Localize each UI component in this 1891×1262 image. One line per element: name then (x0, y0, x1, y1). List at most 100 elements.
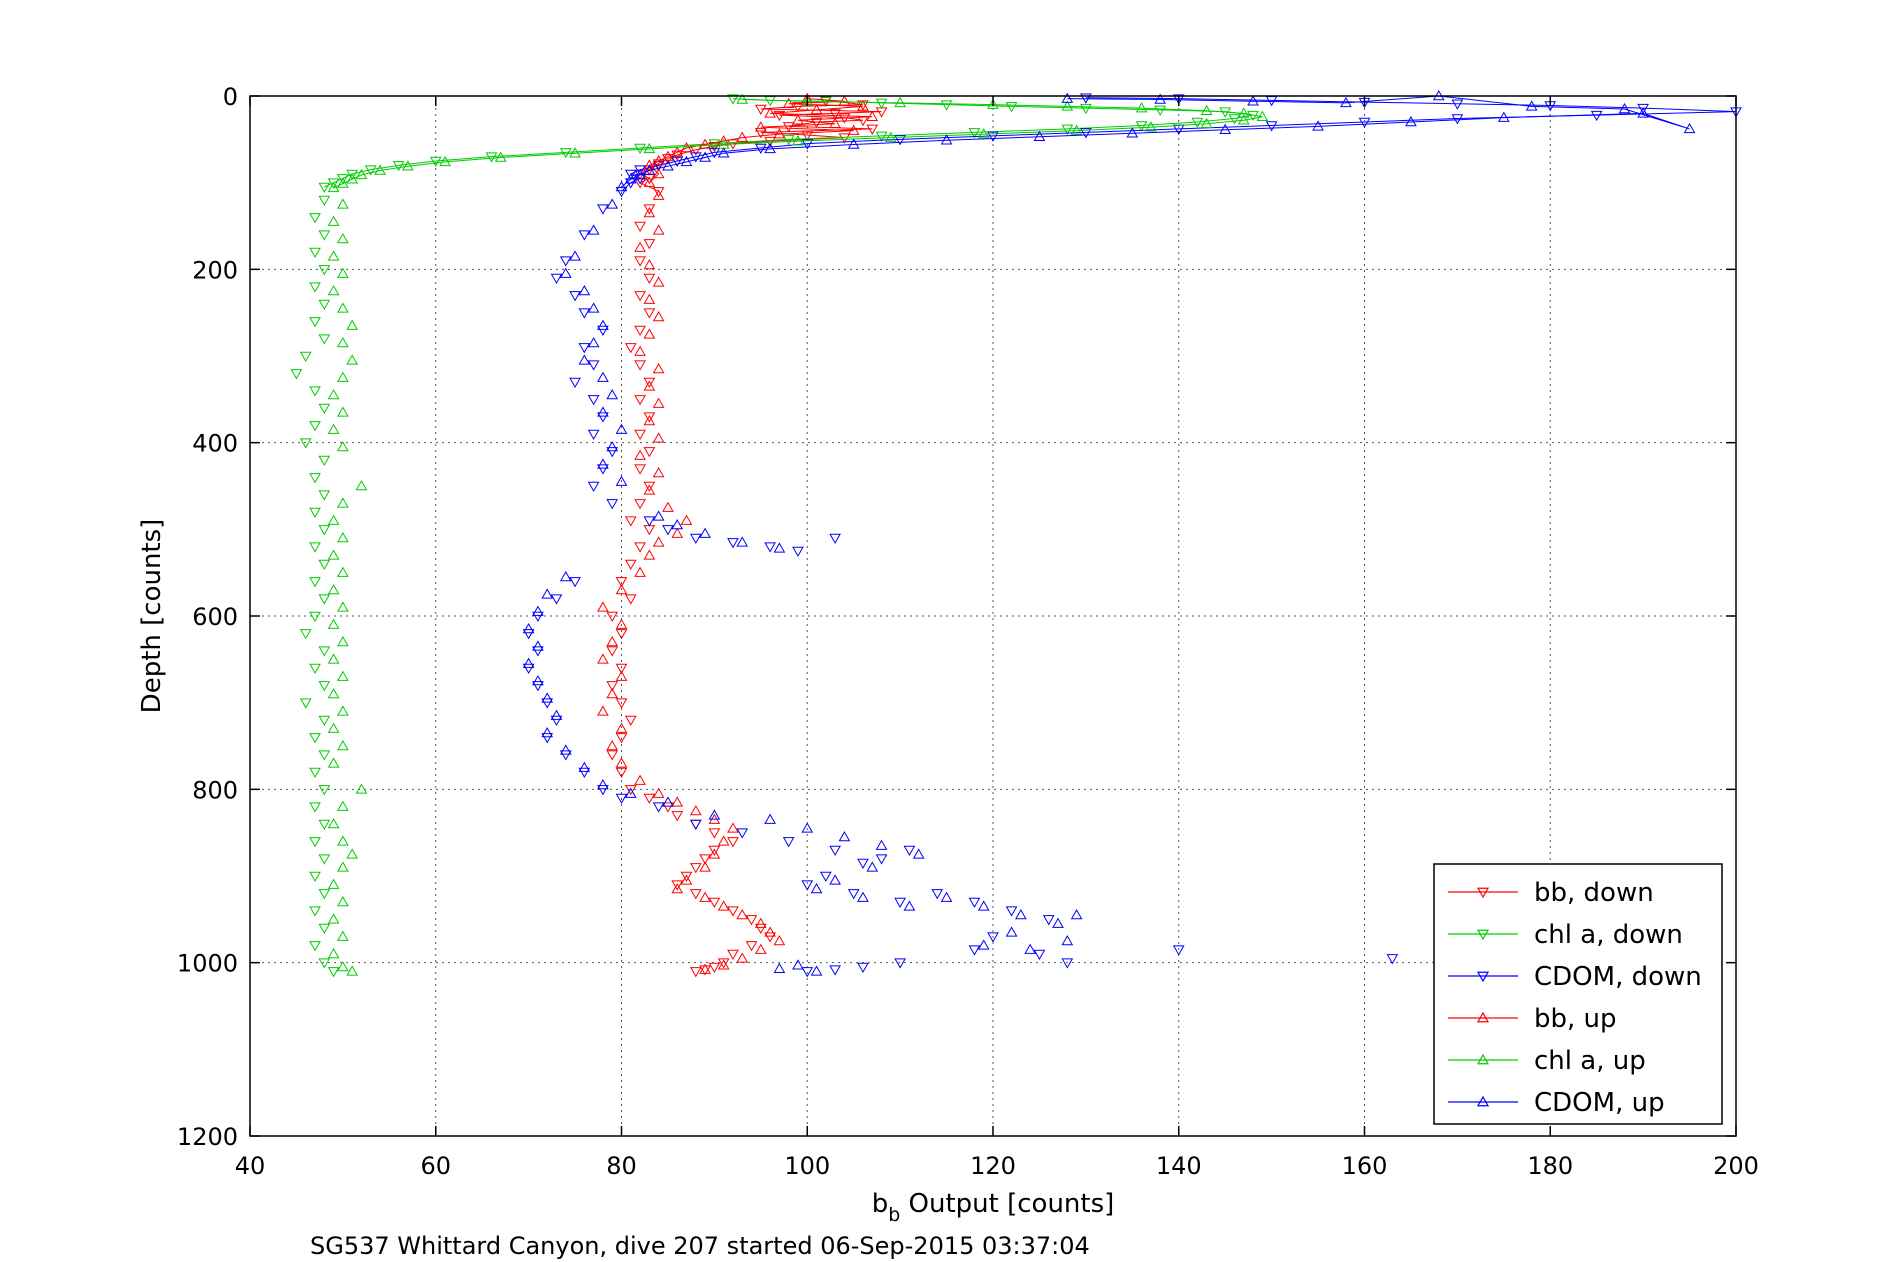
data-point (559, 570, 572, 582)
data-point (652, 189, 665, 200)
data-point (624, 785, 637, 796)
data-point (680, 141, 693, 153)
data-point (773, 542, 786, 553)
data-point (587, 429, 600, 441)
data-point (615, 663, 628, 675)
data-point (634, 241, 646, 252)
data-point (1637, 103, 1649, 115)
data-point (559, 256, 572, 267)
data-point (977, 900, 990, 911)
data-point (1070, 124, 1083, 135)
data-point (643, 516, 656, 527)
data-point (569, 147, 581, 158)
data-point (327, 967, 340, 978)
data-point (838, 95, 851, 106)
x-tick-label: 160 (1342, 1152, 1388, 1180)
data-point (764, 813, 776, 824)
data-point (597, 406, 609, 417)
data-point (309, 473, 321, 484)
data-point (309, 421, 321, 432)
data-point (875, 131, 888, 142)
data-point (309, 837, 321, 848)
data-point (615, 180, 628, 192)
data-point (773, 962, 786, 973)
data-point (327, 722, 340, 733)
data-point (810, 882, 823, 894)
data-point (736, 536, 749, 547)
data-point (374, 164, 386, 175)
series-line (621, 97, 1737, 192)
data-point (624, 715, 637, 727)
data-point (764, 142, 776, 154)
data-point (680, 874, 693, 885)
data-point (634, 449, 646, 460)
data-point (680, 514, 693, 525)
series-line (333, 98, 1263, 189)
data-point (587, 481, 600, 493)
data-point (299, 698, 312, 709)
data-point (699, 861, 711, 872)
data-point (764, 542, 776, 553)
data-point (634, 542, 646, 553)
data-point (819, 871, 832, 883)
data-point (634, 165, 646, 176)
data-point (894, 958, 906, 969)
data-point (884, 131, 897, 142)
data-point (1154, 105, 1167, 116)
data-point (606, 447, 619, 458)
data-point (1015, 908, 1027, 920)
data-point (652, 154, 665, 166)
y-tick-label: 800 (192, 776, 238, 804)
data-point (717, 959, 730, 970)
data-point (587, 224, 600, 235)
data-point (977, 128, 990, 139)
y-tick-label: 400 (192, 430, 238, 458)
data-point (606, 681, 619, 692)
data-point (857, 858, 869, 870)
data-point (727, 949, 739, 961)
data-point (1042, 915, 1055, 926)
data-point (318, 594, 331, 605)
data-point (569, 377, 581, 389)
data-point (550, 594, 563, 605)
data-point (792, 102, 804, 113)
data-point (940, 100, 953, 111)
data-point (337, 566, 349, 577)
legend-marker (1476, 1053, 1490, 1065)
data-point (318, 785, 331, 796)
data-point (559, 744, 572, 755)
data-point (829, 117, 841, 128)
y-axis-label: Depth [counts] (137, 519, 167, 714)
data-point (522, 663, 535, 675)
data-point (1358, 117, 1371, 129)
data-point (597, 778, 609, 790)
data-point (838, 830, 851, 842)
data-point (1172, 945, 1185, 956)
data-point (327, 913, 340, 924)
x-tick-label: 80 (606, 1152, 637, 1180)
data-point (1033, 130, 1046, 141)
x-tick-label: 140 (1156, 1152, 1202, 1180)
data-point (327, 215, 340, 226)
data-point (643, 549, 656, 560)
data-point (987, 131, 999, 142)
data-point (587, 302, 600, 313)
data-point (847, 889, 860, 900)
data-point (1265, 121, 1278, 132)
data-point (309, 871, 321, 883)
data-point (624, 173, 637, 184)
data-point (597, 601, 609, 612)
data-point (337, 406, 349, 417)
data-point (309, 282, 321, 293)
data-point (615, 187, 628, 198)
data-point (643, 159, 656, 170)
data-point (346, 169, 359, 181)
data-point (615, 793, 628, 805)
legend-entry: CDOM, down (1448, 962, 1702, 992)
data-point (689, 863, 702, 874)
data-point (1200, 104, 1213, 115)
data-point (597, 458, 609, 469)
y-tick-label: 0 (223, 83, 238, 111)
data-point (987, 932, 999, 943)
data-point (532, 646, 544, 657)
